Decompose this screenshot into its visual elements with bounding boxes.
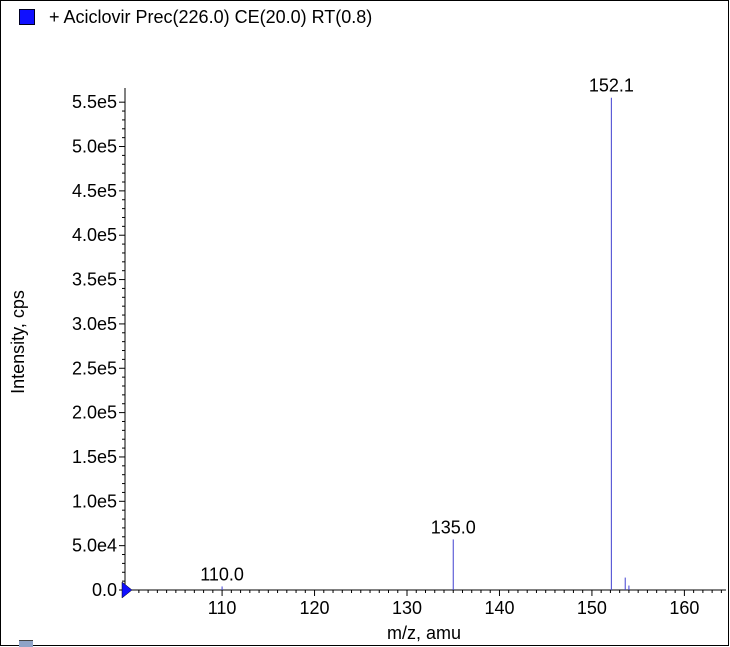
x-axis-title: m/z, amu	[387, 623, 461, 643]
y-tick-label: 0.0	[92, 580, 117, 600]
y-tick-label: 5.0e4	[72, 536, 117, 556]
y-tick-label: 3.5e5	[72, 270, 117, 290]
y-tick-label: 2.0e5	[72, 403, 117, 423]
y-axis-title: Intensity, cps	[8, 290, 28, 394]
legend-swatch[interactable]	[19, 9, 35, 25]
y-tick-label: 4.0e5	[72, 225, 117, 245]
legend-text: + Aciclovir Prec(226.0) CE(20.0) RT(0.8)	[49, 6, 373, 27]
x-tick-label: 120	[300, 598, 330, 618]
plot-area: 0.0 5.0e4 1.0e5 1.5e5 2.0e5 2.5e5 3.0e5 3.5e5 4.…	[72, 76, 726, 618]
legend: + Aciclovir Prec(226.0) CE(20.0) RT(0.8)	[19, 6, 372, 28]
x-tick-label: 140	[484, 598, 514, 618]
y-tick-label: 1.5e5	[72, 447, 117, 467]
y-tick-label: 4.5e5	[72, 181, 117, 201]
x-tick-label: 150	[577, 598, 607, 618]
peak-label: 135.0	[431, 517, 476, 537]
lower-pane-marker[interactable]	[19, 640, 33, 647]
y-tick-label: 2.5e5	[72, 358, 117, 378]
y-tick-label: 1.0e5	[72, 491, 117, 511]
peak-label: 152.1	[589, 76, 634, 96]
peak-label: 110.0	[200, 564, 244, 584]
x-tick-label: 130	[392, 598, 422, 618]
baseline-marker	[121, 581, 133, 599]
y-tick-label: 3.0e5	[72, 314, 117, 334]
y-tick-label: 5.5e5	[72, 92, 117, 112]
x-tick-label: 160	[669, 598, 699, 618]
x-tick-label: 110	[208, 598, 237, 618]
y-tick-label: 5.0e5	[72, 137, 117, 157]
